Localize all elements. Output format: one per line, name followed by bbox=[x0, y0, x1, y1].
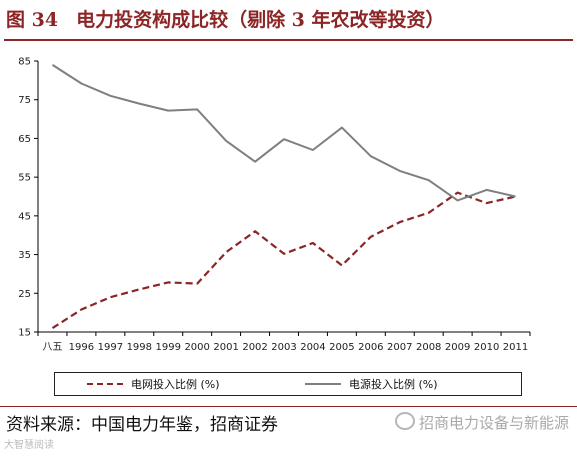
y-tick-label: 85 bbox=[18, 57, 31, 68]
x-tick-label: 八五 bbox=[42, 342, 62, 353]
legend-swatch-grid bbox=[87, 383, 123, 385]
corner-watermark: 大智慧阅读 bbox=[4, 440, 54, 451]
x-tick-label: 2005 bbox=[329, 342, 354, 353]
y-tick-label: 55 bbox=[18, 173, 31, 184]
chart-series bbox=[51, 64, 516, 330]
y-tick-label: 25 bbox=[18, 289, 31, 300]
legend-item-power-source: 电源投入比例 (%) bbox=[305, 373, 438, 395]
x-tick-label: 2003 bbox=[271, 342, 296, 353]
y-tick-label: 45 bbox=[18, 211, 31, 222]
watermark-text: 招商电力设备与新能源 bbox=[418, 414, 569, 432]
x-tick-label: 2010 bbox=[474, 342, 499, 353]
figure-title: 图 34 电力投资构成比较（剔除 3 年农改等投资） bbox=[6, 4, 571, 36]
x-tick-label: 1998 bbox=[127, 342, 152, 353]
x-tick-label: 1996 bbox=[69, 342, 94, 353]
x-tick-label: 2000 bbox=[184, 342, 209, 353]
x-tick-label: 2001 bbox=[213, 342, 238, 353]
chart-legend: 电网投入比例 (%) 电源投入比例 (%) bbox=[54, 372, 522, 396]
chart-axes: 15 25 35 45 55 65 75 85 八五 1996 1997 1998 1999 2000 20… bbox=[18, 57, 531, 353]
y-tick-label: 15 bbox=[18, 328, 31, 339]
legend-swatch-power-source bbox=[305, 383, 341, 385]
figure-title-text: 电力投资构成比较（剔除 3 年农改等投资） bbox=[76, 9, 445, 31]
wechat-icon bbox=[394, 412, 415, 430]
line-chart: 15 25 35 45 55 65 75 85 八五 1996 1997 1998 1999 2000 20… bbox=[18, 57, 531, 353]
x-tick-label: 1997 bbox=[98, 342, 123, 353]
x-tick-label: 2004 bbox=[300, 342, 325, 353]
y-tick-label: 75 bbox=[18, 95, 31, 106]
legend-item-grid: 电网投入比例 (%) bbox=[87, 373, 220, 395]
y-tick-label: 35 bbox=[18, 250, 31, 261]
footer-divider bbox=[0, 406, 577, 407]
legend-label-power-source: 电源投入比例 (%) bbox=[349, 378, 438, 391]
x-tick-label: 2007 bbox=[387, 342, 412, 353]
x-tick-label: 2006 bbox=[358, 342, 383, 353]
x-tick-label: 2009 bbox=[445, 342, 470, 353]
watermark: 招商电力设备与新能源 bbox=[394, 412, 569, 433]
legend-label-grid: 电网投入比例 (%) bbox=[131, 378, 220, 391]
series-line-power-source bbox=[51, 64, 516, 202]
x-tick-label: 2011 bbox=[503, 342, 528, 353]
y-tick-label: 65 bbox=[18, 134, 31, 145]
source-note: 资料来源：中国电力年鉴，招商证券 bbox=[6, 415, 278, 435]
figure-number: 图 34 bbox=[6, 9, 59, 31]
x-tick-label: 1999 bbox=[156, 342, 181, 353]
x-tick-label: 2002 bbox=[242, 342, 267, 353]
x-tick-label: 2008 bbox=[416, 342, 441, 353]
series-line-grid bbox=[51, 191, 516, 330]
title-divider bbox=[4, 39, 573, 41]
